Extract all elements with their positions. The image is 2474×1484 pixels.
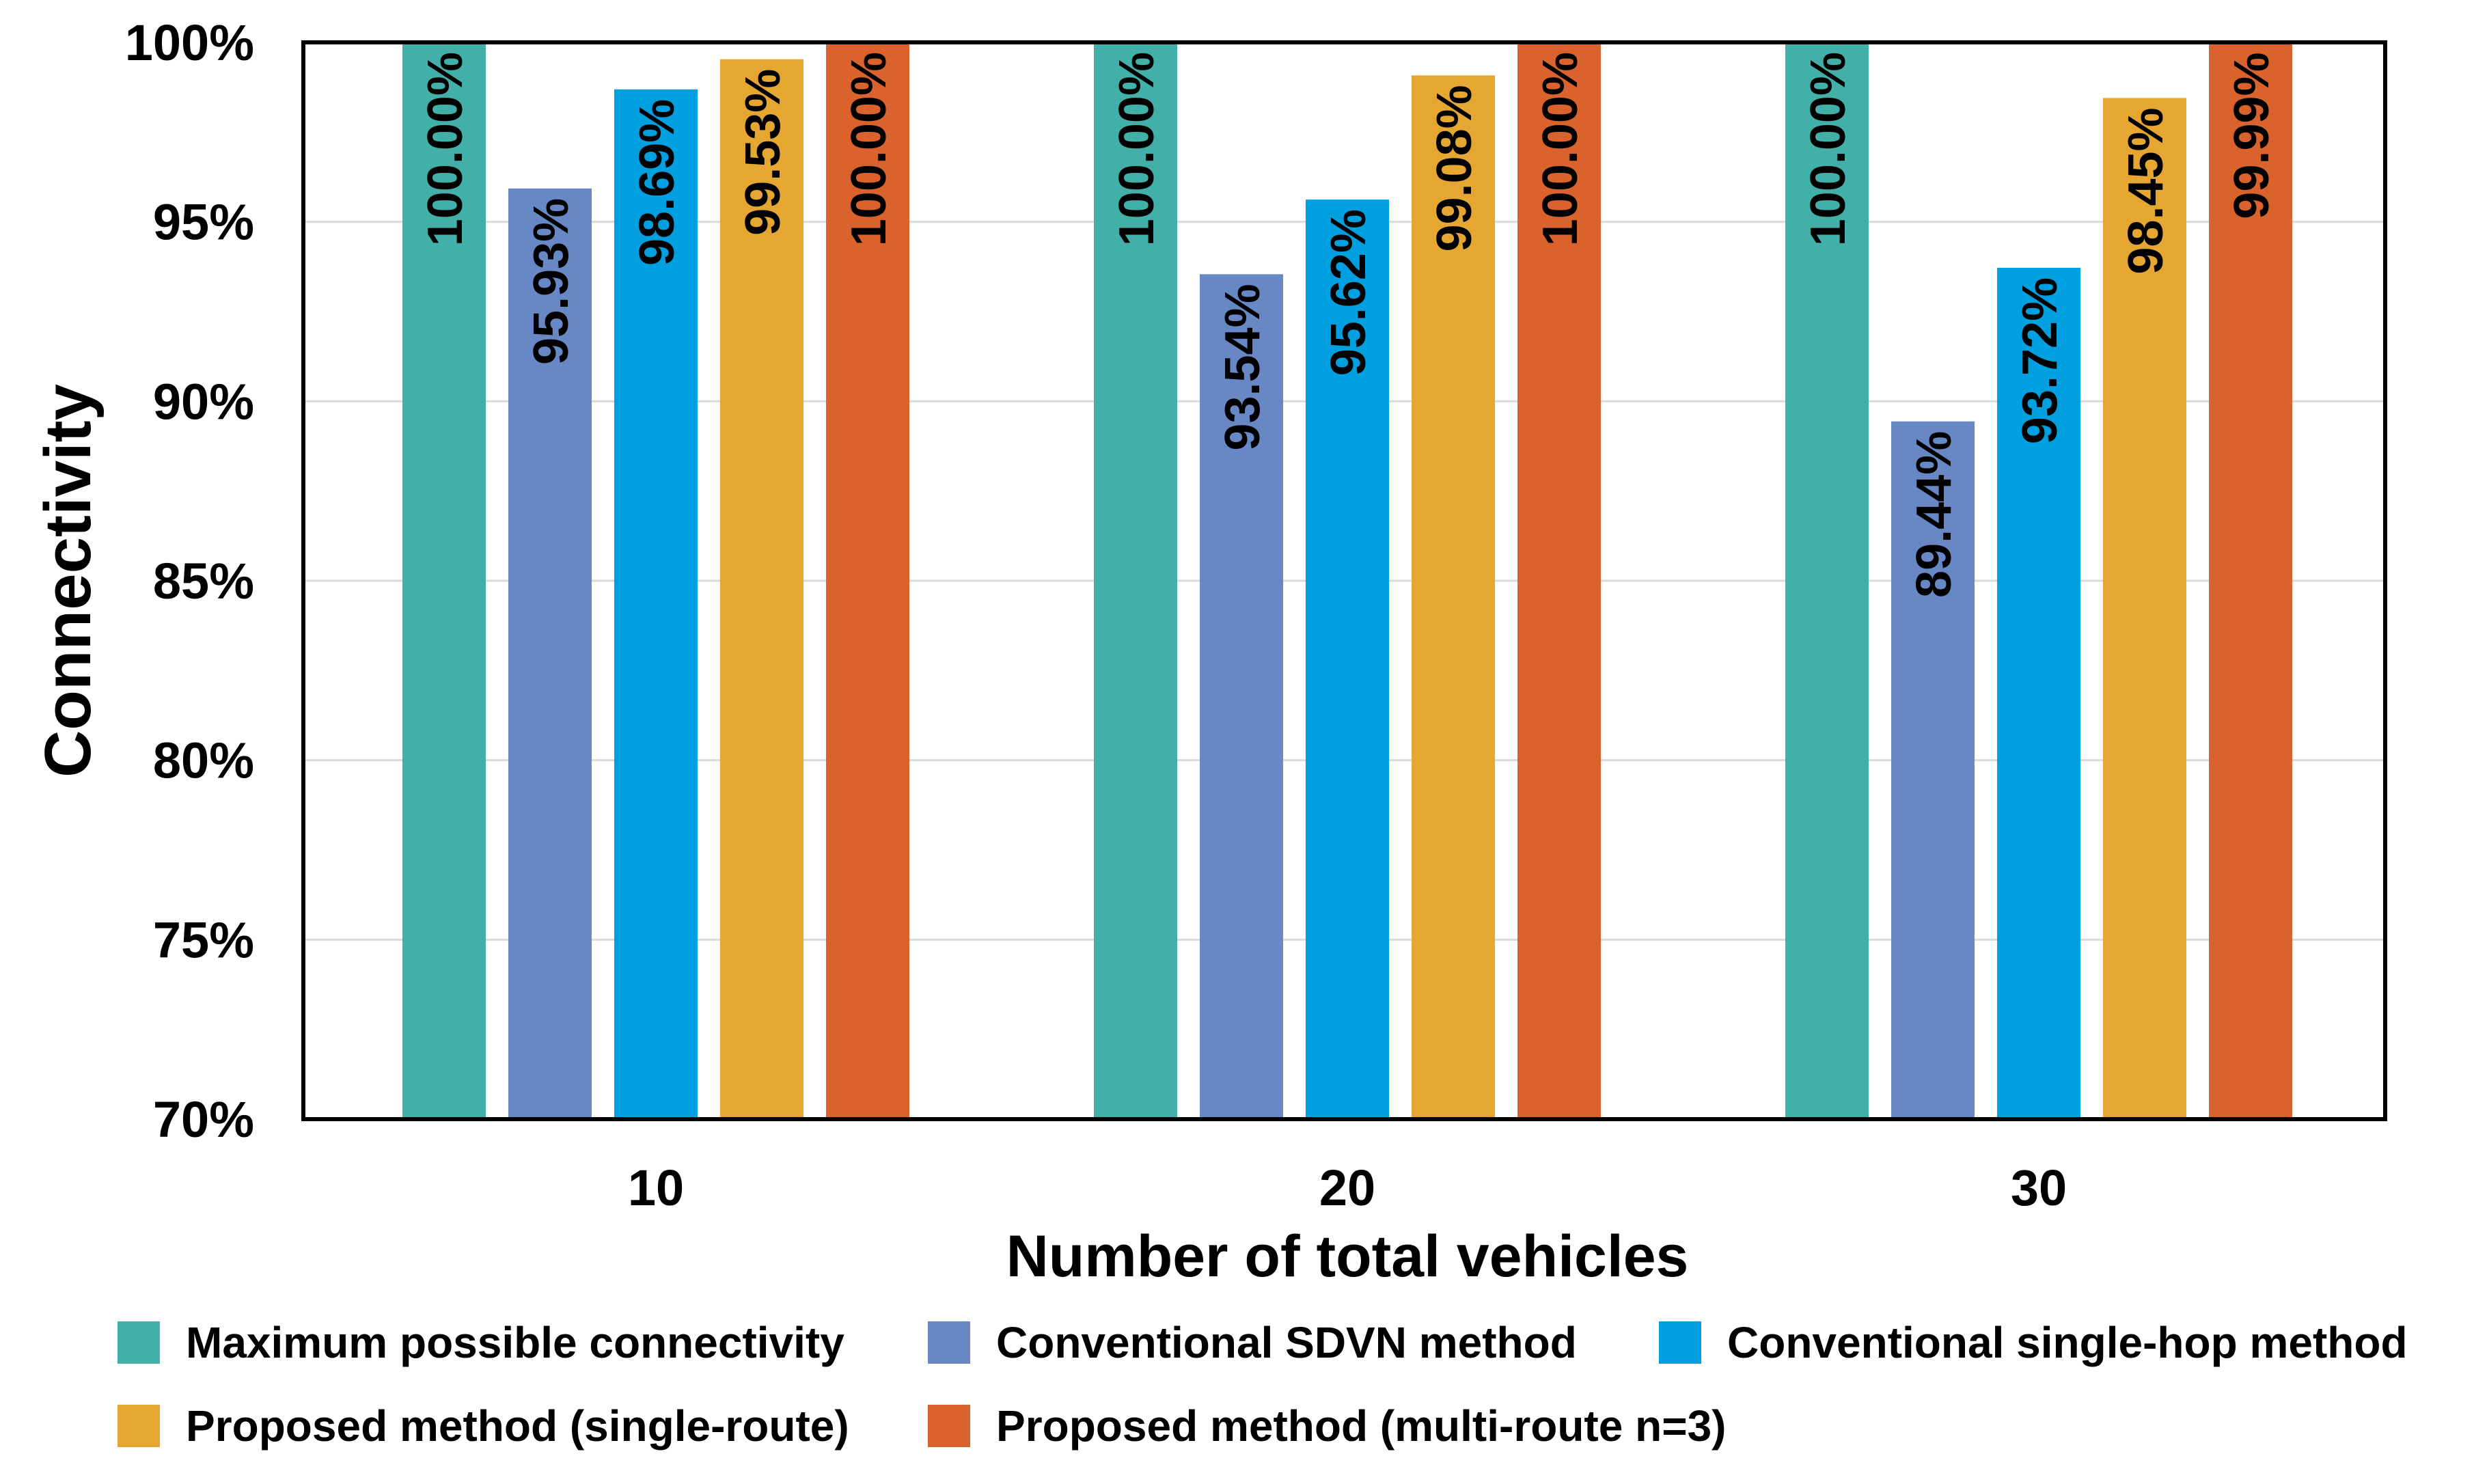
- bars: 100.00% 95.93% 98.69% 99.53% 100.00% 100.00% 9…: [402, 42, 2292, 1120]
- bar: [1785, 42, 1869, 1119]
- bar: [2209, 42, 2292, 1119]
- bar-data-label: 93.54%: [1215, 284, 1270, 450]
- bar-data-label: 89.44%: [1907, 431, 1962, 598]
- bar: [720, 59, 803, 1119]
- bar-data-label: 93.72%: [2013, 277, 2067, 444]
- bar-data-label: 95.62%: [1321, 209, 1376, 376]
- bar-data-label: 100.00%: [418, 52, 473, 246]
- bar-data-label: 99.53%: [736, 69, 791, 236]
- bar: [2103, 98, 2186, 1120]
- y-tick-label: 85%: [153, 553, 254, 609]
- plot-frame: [301, 40, 2387, 1121]
- y-tick-label: 95%: [153, 194, 254, 251]
- bar: [402, 42, 486, 1119]
- bar-data-label: 100.00%: [1110, 52, 1164, 246]
- y-tick-label: 75%: [153, 911, 254, 968]
- bar: [1094, 42, 1177, 1119]
- bar: [1306, 200, 1389, 1120]
- y-axis-label: Connectivity: [31, 384, 105, 778]
- bar-data-label: 98.69%: [630, 99, 685, 266]
- bar-data-label: 98.45%: [2119, 107, 2173, 274]
- x-tick-label: 10: [628, 1159, 684, 1216]
- y-tick-label: 100%: [125, 14, 254, 71]
- bar: [614, 89, 698, 1120]
- y-tick-label: 80%: [153, 732, 254, 789]
- bar-data-label: 99.99%: [2225, 53, 2279, 219]
- x-tick-label: 30: [2011, 1159, 2067, 1216]
- y-tick-label: 70%: [153, 1091, 254, 1148]
- bar: [508, 188, 592, 1119]
- x-axis-ticks: 10 20 30: [628, 1159, 2067, 1216]
- bar-data-label: 95.93%: [524, 198, 579, 365]
- bar-data-label: 99.08%: [1427, 85, 1482, 251]
- bar-data-label: 100.00%: [1801, 52, 1856, 246]
- bar: [1891, 421, 1975, 1119]
- bar: [1412, 75, 1495, 1119]
- bar-data-label: 100.00%: [1533, 52, 1588, 246]
- bar: [1517, 42, 1601, 1119]
- y-axis-ticks: 70% 75% 80% 85% 90% 95% 100%: [125, 14, 254, 1148]
- y-tick-label: 90%: [153, 373, 254, 430]
- x-axis-label: Number of total vehicles: [1006, 1224, 1689, 1289]
- bar: [826, 42, 909, 1119]
- x-tick-label: 20: [1319, 1159, 1375, 1216]
- bar: [1997, 267, 2080, 1120]
- bar-data-label: 100.00%: [842, 52, 896, 246]
- bar: [1200, 274, 1283, 1119]
